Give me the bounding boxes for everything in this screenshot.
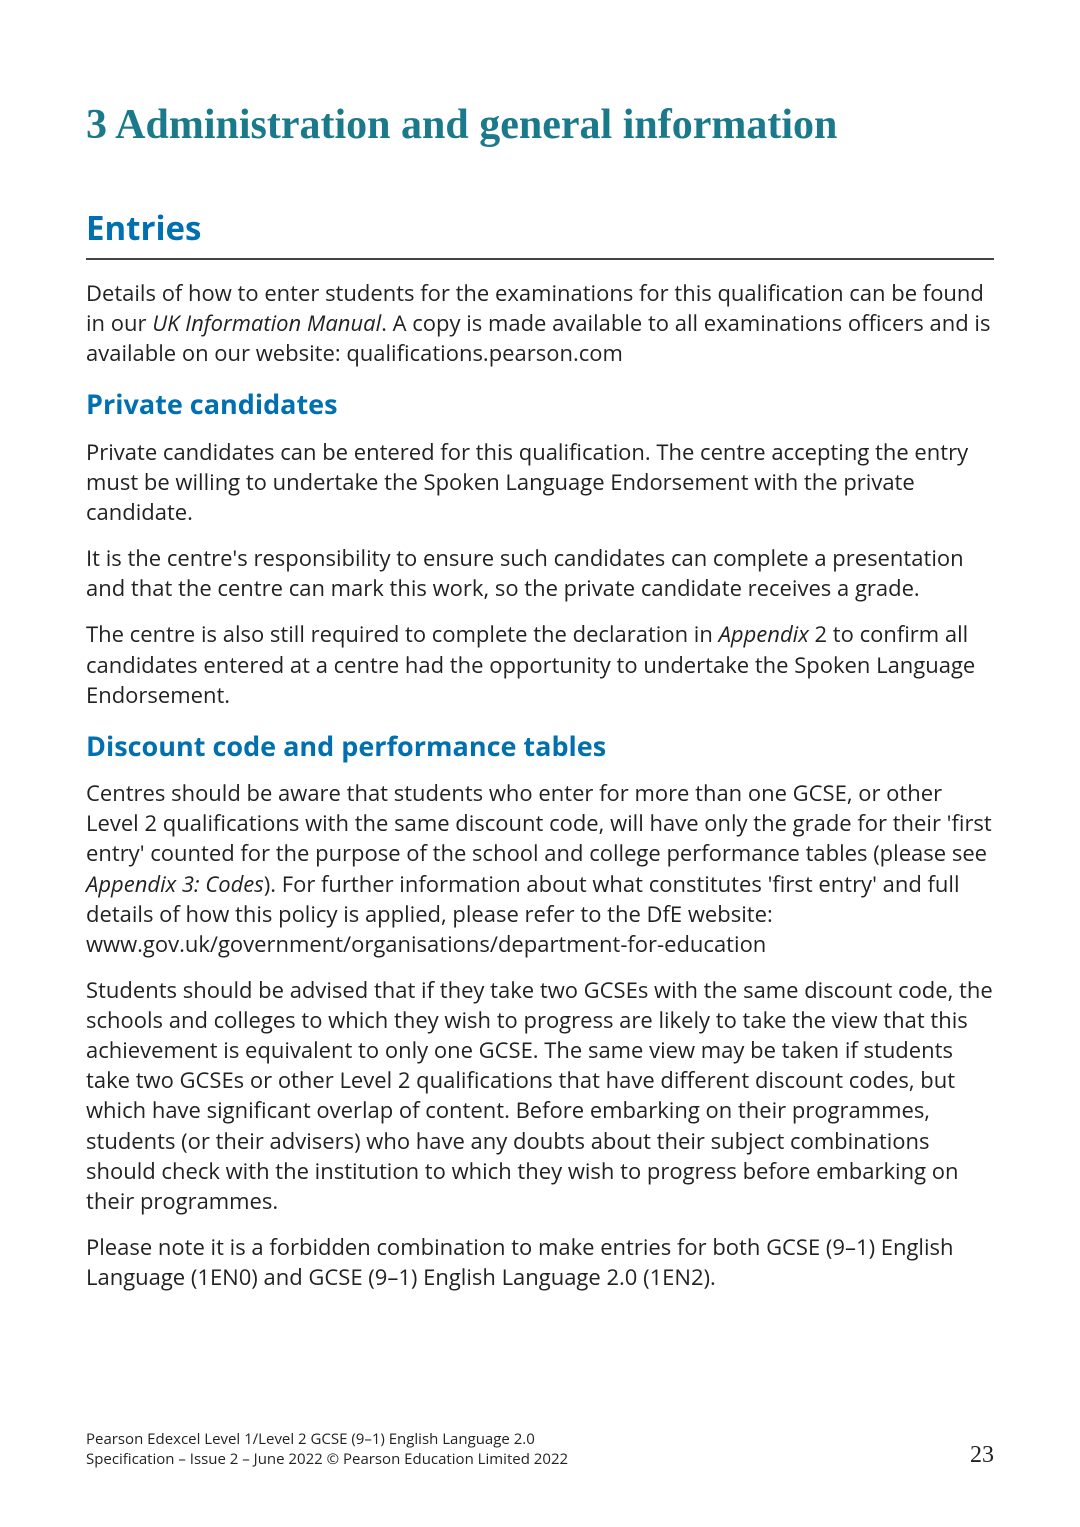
discount-paragraph-2: Students should be advised that if they … xyxy=(86,975,994,1216)
text-run: Centres should be aware that students wh… xyxy=(86,778,992,868)
entries-paragraph-1: Details of how to enter students for the… xyxy=(86,278,994,368)
discount-paragraph-1: Centres should be aware that students wh… xyxy=(86,778,994,959)
discount-paragraph-3: Please note it is a forbidden combinatio… xyxy=(86,1232,994,1292)
subsection-private-candidates-heading: Private candidates xyxy=(86,388,994,420)
text-run: The centre is also still required to com… xyxy=(86,619,719,649)
text-run-italic: UK Information Manual xyxy=(152,308,381,338)
text-run-italic: Appendix xyxy=(719,619,809,649)
chapter-heading: 3 Administration and general information xyxy=(86,100,994,150)
text-run-italic: Appendix 3: Codes xyxy=(86,869,264,899)
section-entries-heading: Entries xyxy=(86,208,994,260)
footer-line-1: Pearson Edexcel Level 1/Level 2 GCSE (9–… xyxy=(86,1429,568,1449)
page-footer: Pearson Edexcel Level 1/Level 2 GCSE (9–… xyxy=(86,1429,994,1470)
footer-text: Pearson Edexcel Level 1/Level 2 GCSE (9–… xyxy=(86,1429,568,1470)
subsection-discount-code-heading: Discount code and performance tables xyxy=(86,730,994,762)
private-paragraph-2: It is the centre's responsibility to ens… xyxy=(86,543,994,603)
document-page: 3 Administration and general information… xyxy=(0,0,1080,1527)
private-paragraph-1: Private candidates can be entered for th… xyxy=(86,437,994,527)
page-number: 23 xyxy=(970,1442,994,1469)
footer-line-2: Specification – Issue 2 – June 2022 © Pe… xyxy=(86,1449,568,1469)
private-paragraph-3: The centre is also still required to com… xyxy=(86,619,994,709)
